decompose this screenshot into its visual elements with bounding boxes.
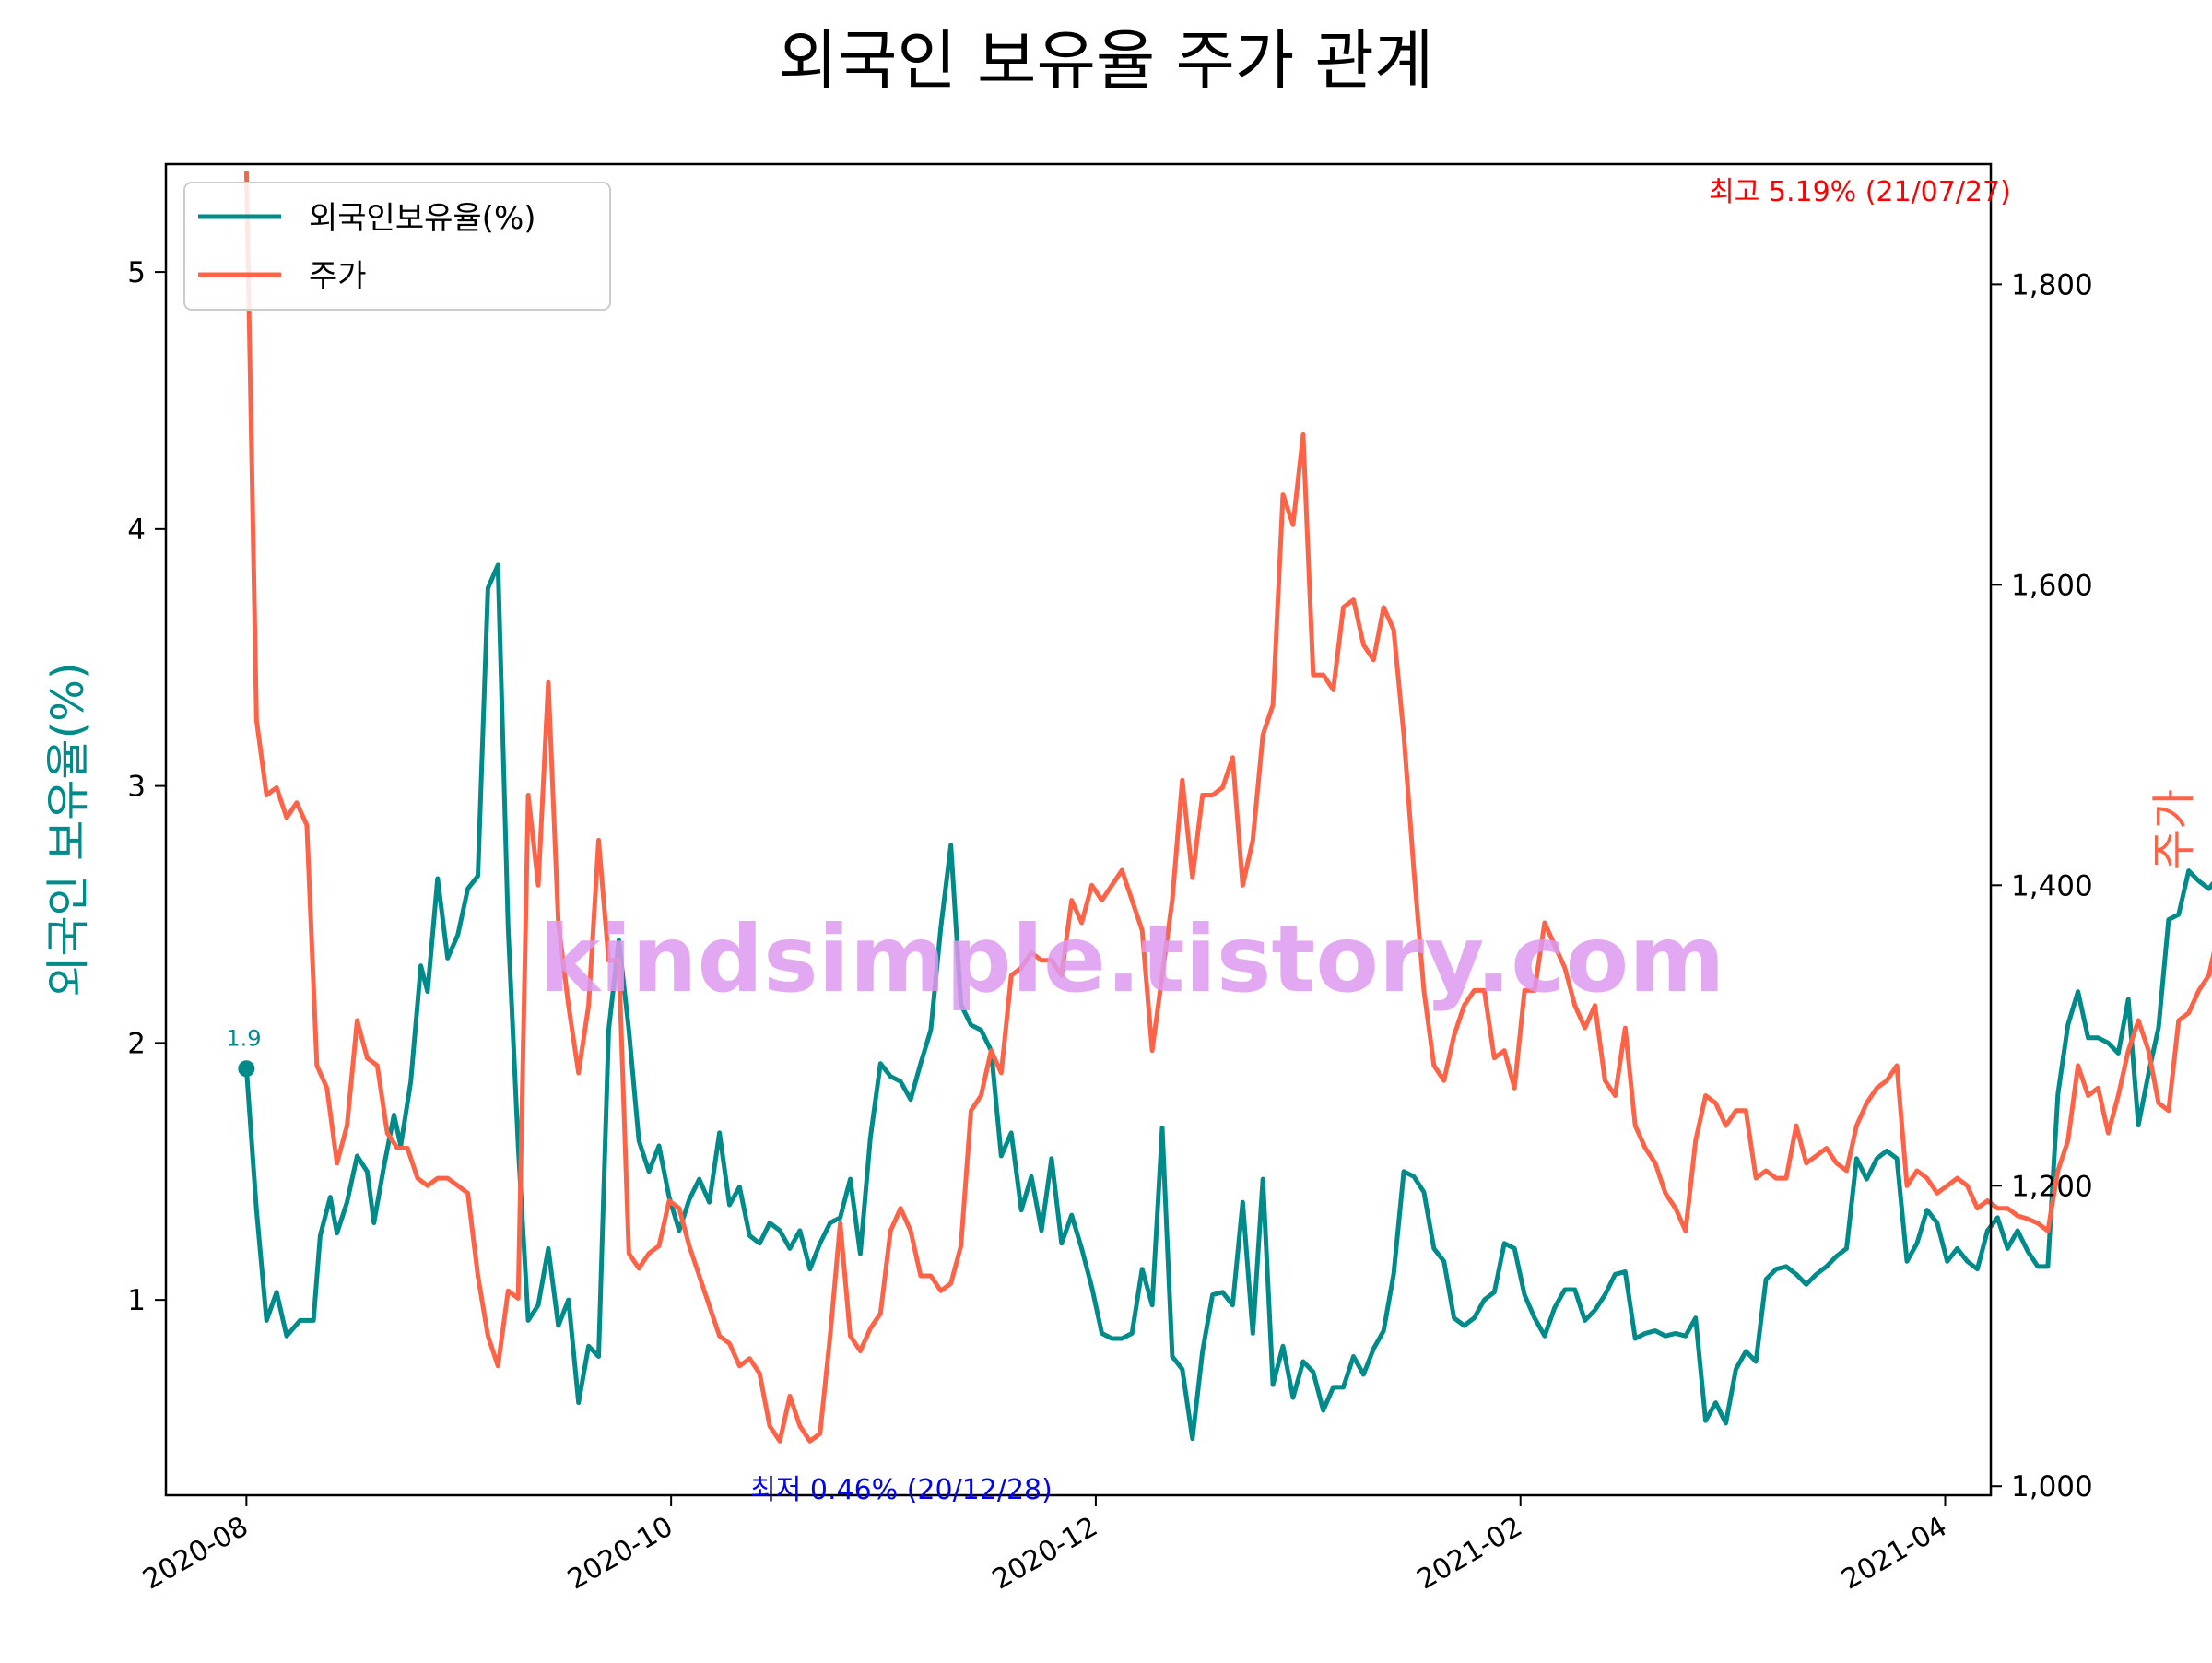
series-line-price: [243, 171, 2212, 1444]
y-right-tick-label: 1,800: [2011, 268, 2093, 301]
y-left-tick-label: 1: [127, 1284, 146, 1317]
min-annotation: 최저 0.46% (20/12/28): [750, 1474, 1053, 1506]
y-axis-right-label: 주가: [2148, 789, 2200, 870]
series-layer: [243, 171, 2212, 1444]
plot-background: [166, 164, 1991, 1495]
y-right-tick-label: 1,200: [2011, 1170, 2093, 1203]
y-right-tick-label: 1,000: [2011, 1470, 2093, 1504]
series-line-foreign: [243, 562, 2212, 1442]
max-annotation: 최고 5.19% (21/07/27): [1709, 176, 2011, 208]
x-tick-label: 2020-12: [987, 1511, 1103, 1597]
x-tick-label: 2020-08: [137, 1511, 253, 1597]
chart-title: 외국인 보유율 주가 관계: [779, 23, 1434, 99]
legend-box: [183, 182, 611, 311]
annotation-layer: 1.94.0최고 5.19% (21/07/27)최저 0.46% (20/12…: [226, 176, 2011, 1506]
x-tick-label: 2021-02: [1412, 1511, 1528, 1597]
start-value-label: 1.9: [226, 1025, 261, 1051]
y-left-tick-label: 4: [127, 513, 146, 547]
y-right-tick-label: 1,400: [2011, 869, 2093, 902]
legend-label-price: 주가: [309, 258, 367, 295]
legend-label-foreign: 외국인보유율(%): [309, 200, 536, 237]
start-marker: [238, 1060, 255, 1078]
legend: 외국인보유율(%) 주가: [183, 182, 611, 311]
y-axis-left-label: 외국인 보유율(%): [42, 662, 94, 997]
y-right-tick-label: 1,600: [2011, 569, 2093, 602]
plot-frame: [164, 162, 1993, 1497]
x-tick-label: 2020-10: [562, 1511, 678, 1597]
plot-area: [166, 164, 1991, 1495]
watermark-text: kindsimple.tistory.com: [539, 905, 1725, 1013]
y-left-tick-label: 2: [127, 1027, 146, 1060]
y-left-tick-label: 3: [127, 771, 146, 804]
y-left-tick-label: 5: [127, 256, 146, 289]
x-tick-label: 2021-04: [1836, 1511, 1952, 1597]
